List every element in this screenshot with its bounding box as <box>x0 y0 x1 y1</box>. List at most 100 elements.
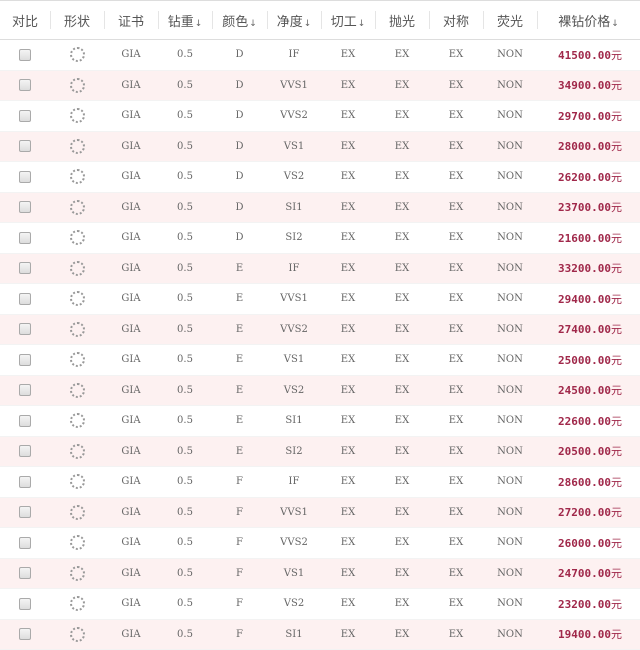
clarity-cell: VVS2 <box>267 100 321 132</box>
price-cell: 23200.00元 <box>537 588 640 620</box>
compare-checkbox[interactable] <box>19 597 31 610</box>
clarity-cell: SI1 <box>267 192 321 223</box>
carat-cell: 0.5 <box>158 192 212 223</box>
column-header[interactable]: 钻重↓ <box>158 0 212 40</box>
compare-checkbox[interactable] <box>19 567 31 580</box>
compare-checkbox[interactable] <box>19 79 31 92</box>
fluorescence-cell: NON <box>483 131 537 162</box>
color-cell: D <box>212 70 267 101</box>
column-header[interactable]: 颜色↓ <box>212 0 267 40</box>
currency-label: 元 <box>611 628 622 642</box>
compare-checkbox[interactable] <box>19 201 31 214</box>
price-value: 27200.00 <box>558 506 611 520</box>
compare-checkbox[interactable] <box>19 445 31 458</box>
fluorescence-cell: NON <box>483 588 537 620</box>
currency-label: 元 <box>611 262 622 276</box>
column-header[interactable]: 裸钻价格↓ <box>537 0 640 40</box>
price-cell: 29700.00元 <box>537 100 640 132</box>
sort-arrow-icon[interactable]: ↓ <box>249 18 257 29</box>
fluorescence-cell: NON <box>483 253 537 284</box>
certificate-cell: GIA <box>104 253 158 284</box>
polish-cell: EX <box>375 497 429 528</box>
cut-cell: EX <box>321 283 375 315</box>
currency-label: 元 <box>611 79 622 93</box>
round-diamond-icon <box>69 230 85 246</box>
compare-checkbox[interactable] <box>19 414 31 427</box>
symmetry-cell: EX <box>429 588 483 620</box>
column-header-label: 形状 <box>63 14 90 30</box>
cut-cell: EX <box>321 466 375 498</box>
certificate-cell: GIA <box>104 283 158 315</box>
fluorescence-cell: NON <box>483 161 537 193</box>
column-header-label: 切工 <box>330 14 357 30</box>
fluorescence-cell: NON <box>483 192 537 223</box>
round-diamond-icon <box>69 352 85 368</box>
clarity-cell: VVS1 <box>267 283 321 315</box>
clarity-cell: VVS2 <box>267 314 321 345</box>
cut-cell: EX <box>321 344 375 376</box>
shape-cell <box>50 344 104 376</box>
compare-checkbox[interactable] <box>19 628 31 641</box>
header-row: 对比 形状 证书 钻重↓ 颜色↓ 净度↓ 切工↓ 抛光 对称 荧光 裸钻价格↓ <box>0 0 640 40</box>
compare-cell <box>0 70 50 101</box>
certificate-cell: GIA <box>104 436 158 467</box>
cut-cell: EX <box>321 161 375 193</box>
cut-cell: EX <box>321 497 375 528</box>
compare-checkbox[interactable] <box>19 353 31 366</box>
carat-cell: 0.5 <box>158 375 212 406</box>
sort-arrow-icon[interactable]: ↓ <box>194 18 203 29</box>
compare-checkbox[interactable] <box>19 506 31 519</box>
certificate-cell: GIA <box>104 405 158 437</box>
price-value: 28000.00 <box>558 140 611 154</box>
price-value: 19400.00 <box>558 628 611 642</box>
compare-checkbox[interactable] <box>19 170 31 183</box>
compare-cell <box>0 283 50 315</box>
symmetry-cell: EX <box>429 161 483 193</box>
compare-checkbox[interactable] <box>19 475 31 488</box>
round-diamond-icon <box>69 260 85 276</box>
compare-checkbox[interactable] <box>19 48 31 61</box>
round-diamond-icon <box>69 47 85 63</box>
certificate-cell: GIA <box>104 497 158 528</box>
price-value: 25000.00 <box>558 353 611 367</box>
carat-cell: 0.5 <box>158 100 212 132</box>
polish-cell: EX <box>375 253 429 284</box>
carat-cell: 0.5 <box>158 527 212 559</box>
compare-checkbox[interactable] <box>19 292 31 305</box>
column-header[interactable]: 净度↓ <box>267 0 321 40</box>
compare-cell <box>0 253 50 284</box>
compare-checkbox[interactable] <box>19 262 31 275</box>
color-cell: E <box>212 253 267 284</box>
sort-arrow-icon[interactable]: ↓ <box>357 18 366 29</box>
compare-checkbox[interactable] <box>19 536 31 549</box>
price-cell: 29400.00元 <box>537 283 640 315</box>
color-cell: D <box>212 222 267 254</box>
carat-cell: 0.5 <box>158 314 212 345</box>
column-header-label: 净度 <box>276 14 303 30</box>
clarity-cell: VS2 <box>267 161 321 193</box>
sort-arrow-icon[interactable]: ↓ <box>611 18 619 29</box>
compare-checkbox[interactable] <box>19 231 31 244</box>
compare-checkbox[interactable] <box>19 109 31 122</box>
compare-checkbox[interactable] <box>19 384 31 397</box>
round-diamond-icon <box>69 199 85 215</box>
polish-cell: EX <box>375 222 429 254</box>
column-header[interactable]: 切工↓ <box>321 0 375 40</box>
cut-cell: EX <box>321 39 375 71</box>
price-value: 24500.00 <box>558 384 611 398</box>
table-row: GIA 0.5 D IF EX EX EX NON 41500.00元 <box>0 39 640 71</box>
sort-arrow-icon[interactable]: ↓ <box>303 18 312 29</box>
price-cell: 24700.00元 <box>537 558 640 589</box>
currency-label: 元 <box>611 231 622 245</box>
round-diamond-icon <box>69 596 85 612</box>
carat-cell: 0.5 <box>158 497 212 528</box>
color-cell: D <box>212 100 267 132</box>
compare-cell <box>0 588 50 620</box>
compare-checkbox[interactable] <box>19 140 31 153</box>
compare-checkbox[interactable] <box>19 323 31 336</box>
shape-cell <box>50 222 104 254</box>
clarity-cell: VS2 <box>267 375 321 406</box>
clarity-cell: VVS1 <box>267 497 321 528</box>
currency-label: 元 <box>611 475 622 489</box>
cut-cell: EX <box>321 192 375 223</box>
